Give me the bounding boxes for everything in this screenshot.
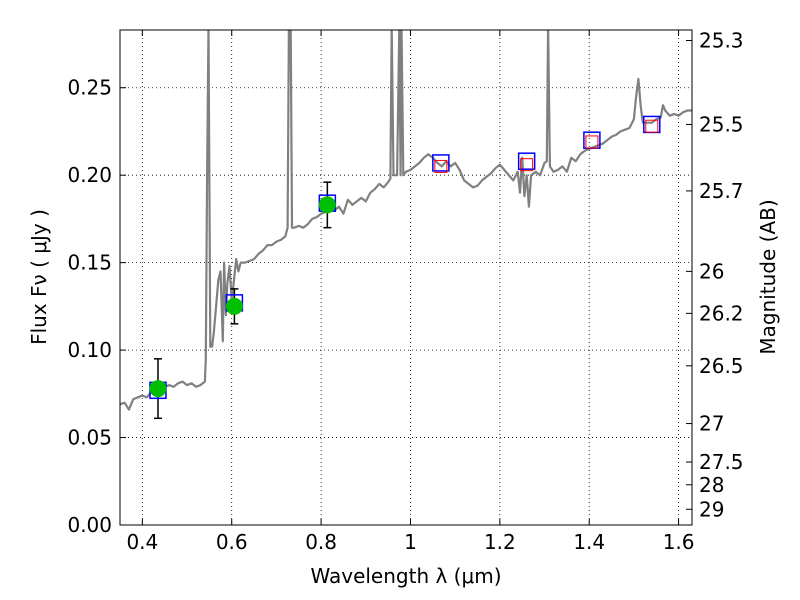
- model-photometry-marker: [517, 152, 536, 170]
- observed-photometry-point: [225, 297, 243, 315]
- magnitude-tick-label: 27: [699, 412, 724, 436]
- x-tick-label: 0.4: [126, 530, 158, 554]
- y-tick-label: 0.15: [67, 251, 112, 275]
- y-tick-label: 0.10: [67, 338, 112, 362]
- y-tick-label: 0.00: [67, 513, 112, 537]
- upper-limit-marker: [645, 119, 659, 133]
- magnitude-tick-label: 25.5: [699, 112, 744, 136]
- upper-limit-marker: [585, 135, 599, 149]
- x-tick-label: 1.6: [663, 530, 695, 554]
- plot-frame: [119, 29, 693, 526]
- x-tick-label: 1.2: [484, 530, 516, 554]
- x-tick-label: 1: [404, 530, 417, 554]
- y2-axis-label: Magnitude (AB): [756, 199, 780, 354]
- magnitude-tick-label: 26: [699, 259, 724, 283]
- observed-photometry-point: [318, 196, 336, 214]
- y-tick-label: 0.25: [67, 76, 112, 100]
- x-axis-label: Wavelength λ (μm): [310, 564, 501, 588]
- magnitude-tick-label: 25.3: [699, 28, 744, 52]
- magnitude-tick-label: 27.5: [699, 450, 744, 474]
- magnitude-tick-label: 28: [699, 473, 724, 497]
- observed-photometry-point: [149, 380, 167, 398]
- x-tick-label: 0.6: [216, 530, 248, 554]
- model-photometry-marker: [432, 154, 450, 172]
- magnitude-tick-label: 26.2: [699, 301, 744, 325]
- plot-background: [120, 30, 692, 525]
- upper-limit-marker: [520, 158, 534, 172]
- axes: 0.4 0.6 0.8 1 1.2 1.4 1.6 0.00 0.05 0.10 0.15 0.20 0…: [67, 28, 743, 554]
- x-tick-label: 1.4: [573, 530, 605, 554]
- marker-layer: [149, 115, 661, 420]
- x-tick-label: 0.8: [305, 530, 337, 554]
- y-tick-label: 0.05: [67, 426, 112, 450]
- y-axis-label: Flux Fν ( μJy ): [27, 209, 51, 345]
- y-tick-label: 0.20: [67, 163, 112, 187]
- magnitude-tick-label: 25.7: [699, 179, 744, 203]
- upper-limit-marker: [434, 159, 448, 173]
- magnitude-tick-label: 29: [699, 497, 724, 521]
- magnitude-tick-label: 26.5: [699, 354, 744, 378]
